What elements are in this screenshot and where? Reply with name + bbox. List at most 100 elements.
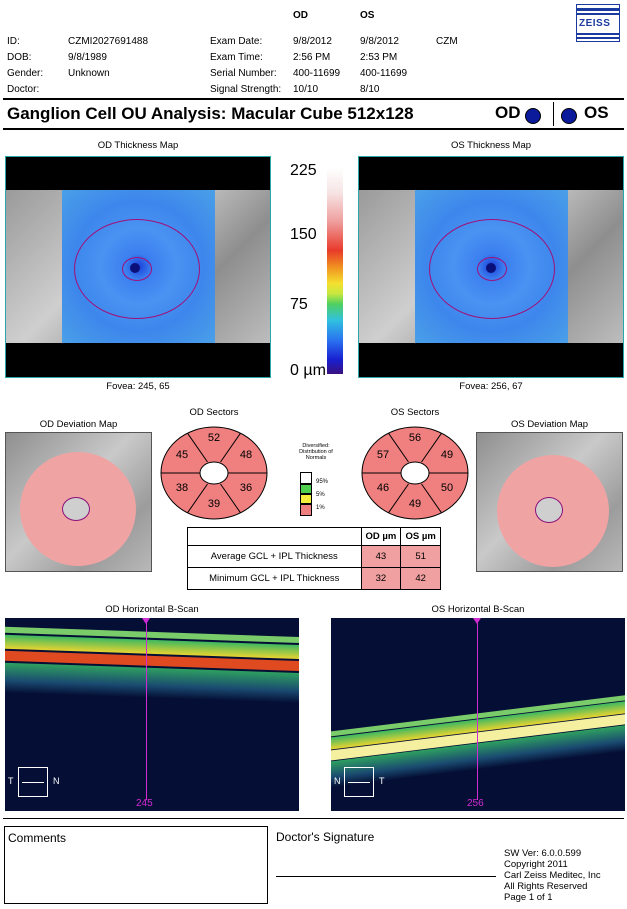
os-deviation-title: OS Deviation Map <box>510 419 589 430</box>
od-fovea-caption: Fovea: 245, 65 <box>106 381 170 392</box>
os-fovea-pit <box>486 263 496 273</box>
exam-date-od: 9/8/2012 <box>293 36 332 47</box>
thickness-color-scale <box>327 168 343 374</box>
od-eye-label: OD <box>495 103 521 122</box>
exam-time-od: 2:56 PM <box>293 52 331 63</box>
os-thickness-title: OS Thickness Map <box>450 140 532 151</box>
exam-date-os: 9/8/2012 <box>360 36 399 47</box>
gcl-header-blank <box>187 527 362 546</box>
os-orient-right: T <box>379 776 385 786</box>
legend-label-1: 1% <box>316 505 325 511</box>
od-sector-bottom: 39 <box>207 498 221 510</box>
od-sector-top: 52 <box>207 432 221 444</box>
gender-label: Gender: <box>7 68 44 79</box>
os-bscan-title: OS Horizontal B-Scan <box>431 604 525 615</box>
od-sector-chart: 52 45 48 38 36 39 <box>160 426 268 520</box>
sw-company: Carl Zeiss Meditec, Inc <box>504 870 601 881</box>
os-inner-ring <box>477 257 507 281</box>
od-orient-left: T <box>8 776 14 786</box>
od-bscan-fovea-line <box>146 618 147 800</box>
od-thickness-map <box>5 156 271 378</box>
od-orient-right: N <box>53 776 60 786</box>
os-bscan-fovea-line <box>477 618 478 800</box>
dob-value: 9/8/1989 <box>68 52 107 63</box>
col-os-header: OS <box>360 10 375 21</box>
od-eye-icon <box>525 108 541 124</box>
doctor-label: Doctor: <box>7 84 40 95</box>
os-eye-label: OS <box>584 103 609 122</box>
legend-label-95: 95% <box>316 479 329 485</box>
title-divider <box>553 102 554 126</box>
os-orient-arrow-icon <box>348 782 370 783</box>
os-sector-graphic <box>361 426 469 520</box>
comments-box[interactable]: Comments <box>4 826 268 904</box>
id-label: ID: <box>7 36 20 47</box>
os-orient-left: N <box>334 776 341 786</box>
od-deviation-title: OD Deviation Map <box>39 419 118 430</box>
od-bscan-image: 245 T N <box>5 618 299 811</box>
os-bscan-marker-icon <box>473 618 481 624</box>
os-thickness-map <box>358 156 624 378</box>
exam-date-label: Exam Date: <box>210 36 263 47</box>
od-sectors-title: OD Sectors <box>189 407 239 418</box>
legend-swatch-1 <box>300 504 312 516</box>
signal-os: 8/10 <box>360 84 380 95</box>
serial-os: 400-11699 <box>360 68 408 79</box>
legend-label-5: 5% <box>316 492 325 498</box>
od-bscan-position: 245 <box>136 798 153 809</box>
gcl-row-os-value: 51 <box>400 545 441 568</box>
exam-date-extra: CZM <box>436 36 458 47</box>
col-od-header: OD <box>293 10 308 21</box>
sw-page: Page 1 of 1 <box>504 892 553 903</box>
gcl-header-os: OS µm <box>400 527 441 546</box>
normals-legend-title: Diversified: Distribution of Normals <box>299 443 333 461</box>
zeiss-logo: ZEISS <box>576 4 620 42</box>
signature-line <box>276 876 496 877</box>
os-bscan-image: 256 N T <box>331 618 625 811</box>
table-row: Average GCL + IPL Thickness 43 51 <box>187 545 441 568</box>
os-fovea-caption: Fovea: 256, 67 <box>459 381 523 392</box>
zeiss-logo-text: ZEISS <box>579 18 611 29</box>
gcl-row-name: Average GCL + IPL Thickness <box>187 545 362 568</box>
sw-copyright: Copyright 2011 <box>504 859 568 870</box>
od-outer-ring <box>74 219 200 319</box>
exam-time-os: 2:53 PM <box>360 52 398 63</box>
software-info: SW Ver: 6.0.0.599 Copyright 2011 Carl Ze… <box>504 848 601 903</box>
od-bscan-marker-icon <box>142 618 150 624</box>
scale-label-0: 0 µm <box>290 362 326 379</box>
od-sector-graphic <box>160 426 268 520</box>
signal-label: Signal Strength: <box>210 84 282 95</box>
os-sector-top-left: 57 <box>376 449 390 461</box>
os-sector-bottom: 49 <box>408 498 422 510</box>
signal-od: 10/10 <box>293 84 319 95</box>
gcl-row-od-value: 32 <box>360 567 402 590</box>
gcl-header-od: OD µm <box>360 527 402 546</box>
gcl-ipl-table: OD µm OS µm Average GCL + IPL Thickness … <box>187 527 441 590</box>
os-deviation-map <box>476 432 623 572</box>
od-deviation-center <box>62 497 90 521</box>
sw-rights: All Rights Reserved <box>504 881 588 892</box>
os-sector-bottom-left: 46 <box>376 482 390 494</box>
report-title: Ganglion Cell OU Analysis: Macular Cube … <box>7 104 414 123</box>
os-bscan-position: 256 <box>467 798 484 809</box>
gcl-table-header-row: OD µm OS µm <box>187 527 441 546</box>
scale-label-225: 225 <box>290 162 317 179</box>
od-inner-ring <box>122 257 152 281</box>
os-sector-chart: 56 57 49 46 50 49 <box>361 426 469 520</box>
os-sector-bottom-right: 50 <box>440 482 454 494</box>
comments-label: Comments <box>8 831 67 845</box>
os-orientation-box <box>344 767 374 797</box>
gcl-row-os-value: 42 <box>400 567 441 590</box>
signature-label: Doctor's Signature <box>276 830 375 844</box>
od-sector-bottom-left: 38 <box>175 482 189 494</box>
os-sector-top-right: 49 <box>440 449 454 461</box>
report-title-bar: Ganglion Cell OU Analysis: Macular Cube … <box>3 98 624 130</box>
scale-label-150: 150 <box>290 226 317 243</box>
od-fovea-pit <box>130 263 140 273</box>
serial-label: Serial Number: <box>210 68 277 79</box>
os-sector-top: 56 <box>408 432 422 444</box>
legend-swatch-green <box>300 484 312 494</box>
gender-value: Unknown <box>68 68 110 79</box>
od-orientation-box <box>18 767 48 797</box>
od-orient-arrow-icon <box>22 782 44 783</box>
